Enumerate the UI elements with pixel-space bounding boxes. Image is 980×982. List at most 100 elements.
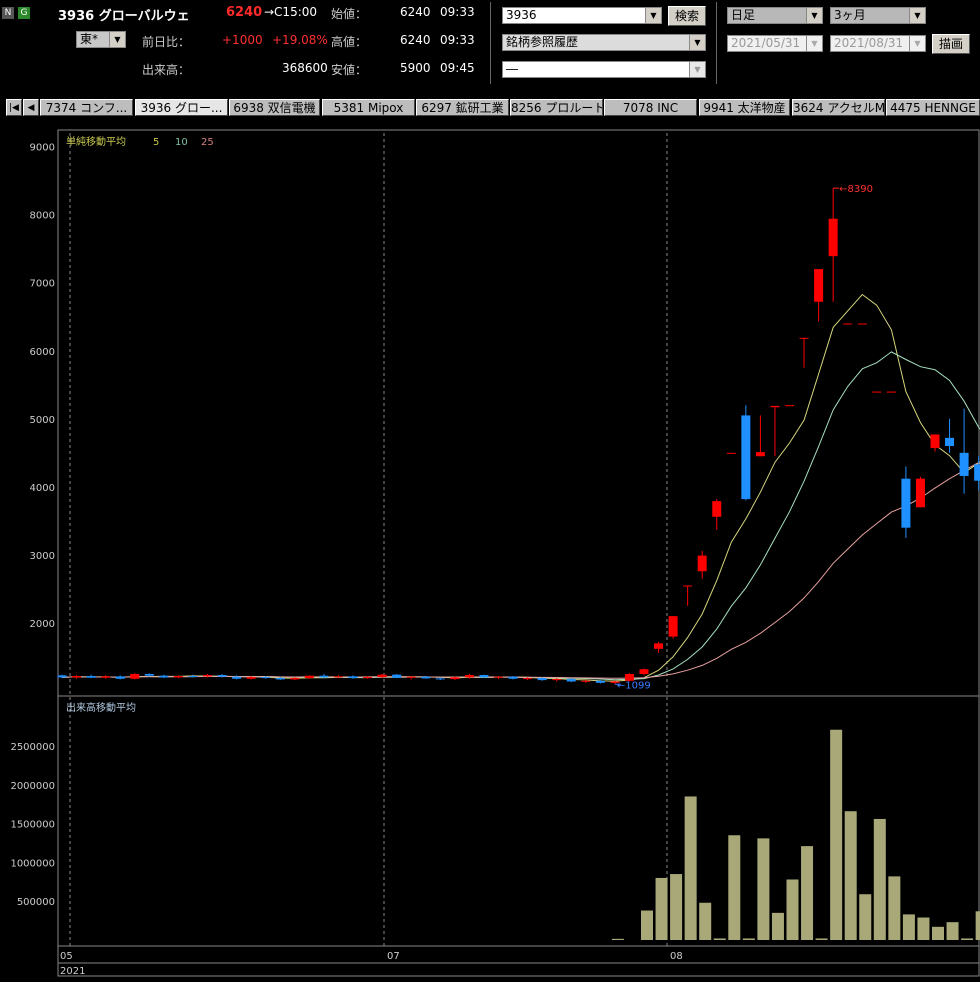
current-price: 6240	[226, 5, 263, 20]
candle-body	[901, 478, 911, 528]
candle-body	[552, 679, 562, 681]
candle-body	[814, 269, 824, 302]
candle-body	[755, 452, 765, 457]
candle-body	[959, 452, 969, 476]
ma25-line	[61, 461, 980, 679]
candle-body	[86, 676, 96, 678]
price-tick-label: 3000	[30, 551, 55, 562]
history-select[interactable]: 銘柄参照履歴 ▼	[502, 34, 706, 51]
candle-body	[232, 676, 242, 679]
code-input[interactable]: 3936 ▼	[502, 7, 662, 24]
candle-body	[915, 478, 925, 508]
volume-bar	[888, 876, 901, 940]
quote-header: N G 3936 グローバルウェ 6240 →C15:00 東* ▼ 前日比： …	[0, 0, 980, 96]
tab-9941[interactable]: 9941 太洋物産	[699, 99, 790, 116]
candle-body	[770, 405, 780, 408]
volume-bar	[611, 938, 624, 940]
candlestick-series	[57, 188, 980, 685]
volume-tick-label: 2500000	[10, 742, 55, 753]
high-annotation: ←8390	[839, 184, 873, 195]
price-axis: 9000 8000 7000 6000 5000 4000 3000 2000	[30, 143, 55, 630]
volume-tick-label: 500000	[17, 897, 55, 908]
candle-body	[217, 675, 227, 677]
tab-8256[interactable]: 8256 プロルート	[510, 99, 603, 116]
candle-body	[886, 391, 896, 393]
tab-7374[interactable]: 7374 コンフ...	[40, 99, 133, 116]
candle-body	[945, 437, 955, 447]
n-badge: N	[2, 7, 14, 19]
market-value: 東*	[80, 32, 99, 46]
prev-tab-icon[interactable]: ◀	[23, 99, 39, 116]
first-tab-icon[interactable]: |◀	[6, 99, 22, 116]
tab-7078[interactable]: 7078 INC	[604, 99, 697, 116]
chart-canvas: 単純移動平均 5 10 25 9000 8000 7000 6000 5000 4000 3…	[10, 129, 980, 977]
volume-bar	[684, 796, 697, 940]
candle-body	[610, 681, 620, 683]
from-date-value: 2021/05/31	[731, 36, 801, 50]
tab-3936[interactable]: 3936 グロー...	[135, 99, 228, 116]
candle-body	[144, 673, 154, 676]
volume-bar	[713, 938, 726, 940]
tab-6938[interactable]: 6938 双信電機	[229, 99, 320, 116]
draw-button[interactable]: 描画	[932, 34, 970, 54]
candle-body	[348, 676, 358, 679]
interval-select[interactable]: 日足 ▼	[727, 7, 823, 24]
volume-bar	[873, 818, 886, 940]
candle-body	[173, 676, 183, 678]
candle-body	[741, 415, 751, 500]
volume-bar	[771, 912, 784, 940]
candle-body	[72, 676, 82, 678]
market-select[interactable]: 東* ▼	[76, 31, 126, 48]
tab-6297[interactable]: 6297 鉱研工業	[416, 99, 509, 116]
g-badge: G	[18, 7, 30, 19]
span-select[interactable]: 3ヶ月 ▼	[830, 7, 926, 24]
price-tick-label: 6000	[30, 347, 55, 358]
candle-body	[683, 585, 693, 587]
candle-body	[392, 674, 402, 678]
candle-body	[435, 678, 445, 680]
candle-body	[857, 323, 867, 325]
year-label: 2021	[60, 966, 85, 977]
open-time: 09:33	[440, 5, 475, 19]
to-date-value: 2021/08/31	[834, 36, 904, 50]
chart-border	[57, 129, 980, 977]
ma10-line	[61, 351, 980, 681]
candle-body	[203, 675, 212, 677]
candle-body	[290, 678, 300, 680]
price-tick-label: 4000	[30, 483, 55, 494]
volume-bar	[641, 910, 653, 940]
volume-value: 368600	[282, 61, 328, 75]
volume-bar	[815, 938, 828, 940]
low-label: 安値：	[331, 63, 368, 77]
candle-body	[974, 464, 980, 481]
candle-body	[479, 675, 489, 678]
chevron-down-icon: ▼	[909, 8, 925, 23]
stock-name: 3936 グローバルウェ	[58, 9, 190, 24]
search-button[interactable]: 検索	[668, 6, 706, 26]
candle-body	[581, 680, 591, 682]
low-time: 09:45	[440, 61, 475, 75]
to-date-picker[interactable]: 2021/08/31 ▼	[830, 35, 926, 52]
chevron-down-icon: ▼	[689, 35, 705, 50]
secondary-select[interactable]: ― ▼	[502, 61, 706, 78]
candle-body	[712, 501, 722, 517]
secondary-value: ―	[506, 62, 518, 76]
chart-frame	[57, 129, 980, 977]
x-label-08: 08	[670, 951, 683, 962]
candle-body	[319, 675, 329, 678]
code-input-value: 3936	[506, 8, 537, 22]
price-annotations: ←8390 ←1099	[614, 184, 873, 691]
volume-bar	[699, 902, 712, 940]
candle-body	[872, 391, 882, 393]
from-date-picker[interactable]: 2021/05/31 ▼	[727, 35, 823, 52]
candle-body	[57, 675, 67, 678]
tab-4475[interactable]: 4475 HENNGE	[886, 99, 980, 116]
candle-body	[304, 675, 314, 679]
tab-5381[interactable]: 5381 Mipox	[322, 99, 415, 116]
volume-axis: 2500000 2000000 1500000 1000000 500000	[10, 742, 55, 908]
candle-body	[115, 676, 125, 679]
volume-label: 出来高：	[142, 63, 191, 77]
price-tick-label: 7000	[30, 279, 55, 290]
volume-tick-label: 1000000	[10, 858, 55, 869]
tab-3624[interactable]: 3624 アクセルM	[792, 99, 885, 116]
